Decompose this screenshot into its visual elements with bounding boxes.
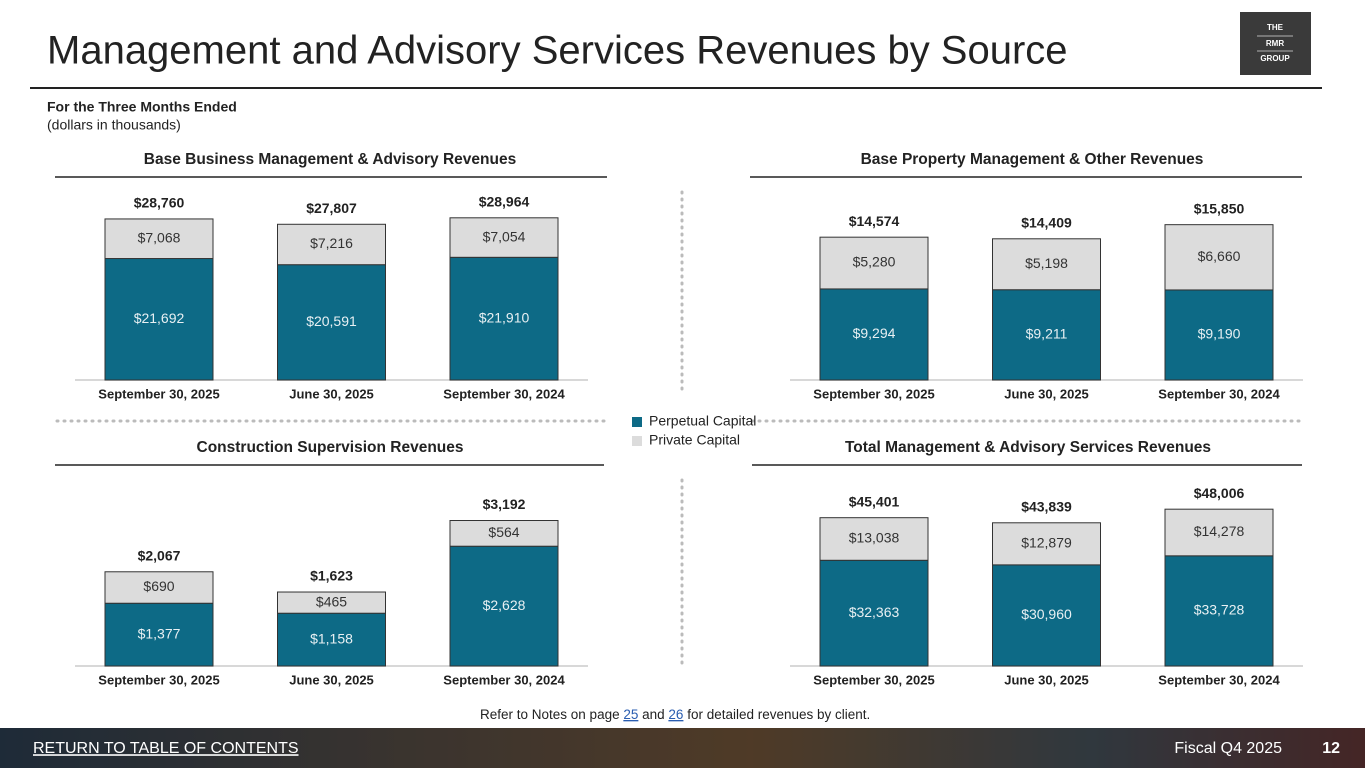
- chart-title: Base Business Management & Advisory Reve…: [144, 151, 516, 168]
- bar-segment: [449, 545, 559, 667]
- bar-segment: [992, 238, 1101, 291]
- data-label: $465: [316, 593, 347, 609]
- x-tick-label: June 30, 2025: [289, 386, 374, 401]
- legend-label: Private Capital: [649, 432, 740, 448]
- logo-text: GROUP: [1260, 54, 1290, 63]
- data-label: $6,660: [1198, 248, 1241, 264]
- total-label: $45,401: [849, 493, 900, 509]
- bar-segment: [277, 264, 386, 381]
- data-label: $5,198: [1025, 255, 1068, 271]
- bar-segment: [277, 591, 386, 614]
- x-tick-label: June 30, 2025: [1004, 386, 1089, 401]
- data-label: $21,910: [479, 309, 530, 325]
- total-label: $15,850: [1194, 200, 1245, 216]
- bar-segment: [992, 564, 1101, 667]
- data-label: $1,377: [138, 625, 181, 641]
- page-link[interactable]: 25: [623, 707, 638, 722]
- data-label: $21,692: [134, 310, 185, 326]
- bar-segment: [992, 522, 1101, 566]
- logo-text: RMR: [1266, 39, 1284, 48]
- bar-segment: [449, 520, 559, 547]
- page-link[interactable]: 26: [668, 707, 683, 722]
- bar-segment: [819, 517, 929, 561]
- subtitle: For the Three Months Ended: [47, 99, 237, 115]
- bar-segment: [1164, 555, 1274, 667]
- total-label: $28,760: [134, 195, 185, 211]
- data-label: $12,879: [1021, 535, 1072, 551]
- bar-segment: [104, 218, 214, 260]
- bar-segment: [1164, 508, 1274, 557]
- total-label: $14,574: [849, 213, 900, 229]
- data-label: $2,628: [483, 597, 526, 613]
- x-tick-label: September 30, 2024: [443, 672, 565, 687]
- footer-bar: [0, 728, 1365, 768]
- x-tick-label: June 30, 2025: [289, 672, 374, 687]
- data-label: $30,960: [1021, 606, 1072, 622]
- units: (dollars in thousands): [47, 117, 181, 133]
- x-tick-label: September 30, 2025: [98, 672, 219, 687]
- bar-segment: [104, 258, 214, 381]
- data-label: $9,190: [1198, 326, 1241, 342]
- total-label: $3,192: [483, 496, 526, 512]
- footnote-text: for detailed revenues by client.: [683, 707, 870, 722]
- chart-title: Base Property Management & Other Revenue…: [861, 151, 1204, 168]
- x-tick-label: September 30, 2024: [1158, 672, 1280, 687]
- data-label: $690: [143, 578, 174, 594]
- chart-title: Total Management & Advisory Services Rev…: [845, 439, 1211, 456]
- bar-segment: [1164, 224, 1274, 291]
- toc-link[interactable]: RETURN TO TABLE OF CONTENTS: [33, 740, 299, 757]
- data-label: $32,363: [849, 604, 900, 620]
- logo-text: THE: [1267, 23, 1284, 32]
- bar-segment: [449, 217, 559, 258]
- footnote-text: and: [638, 707, 668, 722]
- bar-segment: [449, 256, 559, 381]
- footnote-text: Refer to Notes on page: [480, 707, 623, 722]
- data-label: $5,280: [853, 254, 896, 270]
- legend-swatch: [632, 417, 642, 427]
- bar-segment: [992, 289, 1101, 381]
- data-label: $9,211: [1026, 326, 1068, 342]
- footer-period: Fiscal Q4 2025: [1174, 740, 1282, 757]
- bar-segment: [819, 559, 929, 667]
- total-label: $1,623: [310, 568, 353, 584]
- legend-swatch: [632, 436, 642, 446]
- x-tick-label: September 30, 2025: [98, 386, 219, 401]
- bar-segment: [819, 288, 929, 381]
- total-label: $27,807: [306, 200, 357, 216]
- x-tick-label: September 30, 2025: [813, 672, 934, 687]
- footnote: Refer to Notes on page 25 and 26 for det…: [480, 707, 870, 722]
- x-tick-label: September 30, 2024: [443, 386, 565, 401]
- page-number: 12: [1322, 740, 1340, 757]
- total-label: $2,067: [138, 547, 181, 563]
- x-tick-label: September 30, 2024: [1158, 386, 1280, 401]
- logo: [1240, 12, 1311, 75]
- data-label: $564: [488, 524, 519, 540]
- legend-label: Perpetual Capital: [649, 413, 756, 429]
- chart-title: Construction Supervision Revenues: [197, 439, 464, 456]
- data-label: $14,278: [1194, 523, 1245, 539]
- bar-segment: [277, 612, 386, 667]
- bar-segment: [1164, 289, 1274, 381]
- total-label: $43,839: [1021, 498, 1072, 514]
- x-tick-label: June 30, 2025: [1004, 672, 1089, 687]
- data-label: $9,294: [853, 325, 896, 341]
- data-label: $7,054: [483, 228, 526, 244]
- data-label: $20,591: [306, 313, 357, 329]
- data-label: $13,038: [849, 530, 900, 546]
- data-label: $33,728: [1194, 602, 1245, 618]
- total-label: $48,006: [1194, 485, 1245, 501]
- bar-segment: [819, 236, 929, 290]
- page-title: Management and Advisory Services Revenue…: [47, 29, 1068, 73]
- total-label: $28,964: [479, 194, 530, 210]
- bar-segment: [277, 223, 386, 266]
- data-label: $1,158: [310, 630, 353, 646]
- x-tick-label: September 30, 2025: [813, 386, 934, 401]
- data-label: $7,068: [138, 229, 181, 245]
- total-label: $14,409: [1021, 214, 1072, 230]
- bar-segment: [104, 571, 214, 604]
- data-label: $7,216: [310, 235, 353, 251]
- footer-shade: [0, 728, 1365, 768]
